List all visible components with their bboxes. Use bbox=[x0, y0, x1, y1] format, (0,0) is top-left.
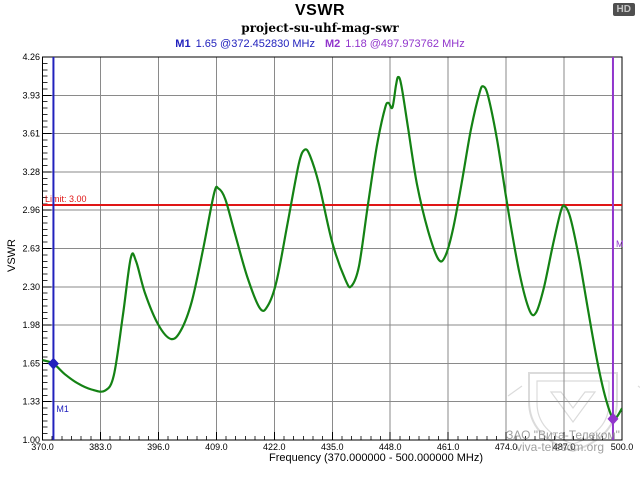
marker2-readout: M2 1.18 @497.973762 MHz bbox=[325, 38, 465, 50]
project-subtitle: project-su-uhf-mag-swr bbox=[241, 21, 399, 35]
vswr-trace bbox=[42, 75, 622, 422]
marker1-readout-value: 1.65 @372.452830 MHz bbox=[195, 38, 315, 50]
marker2-readout-label: M2 bbox=[325, 38, 341, 50]
marker-diamond-m2[interactable] bbox=[607, 412, 619, 425]
x-tick-label: 370.0 bbox=[31, 442, 54, 452]
limit-line-label: Limit: 3.00 bbox=[45, 194, 87, 204]
x-tick-label: 500.0 bbox=[611, 442, 634, 452]
x-tick-label: 474.0 bbox=[495, 442, 518, 452]
x-tick-label: 422.0 bbox=[263, 442, 286, 452]
y-tick-label: 1.65 bbox=[22, 358, 40, 368]
y-tick-label: 2.30 bbox=[22, 282, 40, 292]
y-tick-label: 1.00 bbox=[22, 435, 40, 445]
page-title: VSWR bbox=[295, 2, 345, 19]
marker-readout: M1 1.65 @372.452830 MHz M2 1.18 @497.973762… bbox=[0, 38, 640, 50]
marker-diamond-m1[interactable] bbox=[47, 357, 59, 370]
x-tick-label: 409.0 bbox=[205, 442, 228, 452]
plot-border bbox=[42, 56, 623, 441]
marker1-readout: M1 1.65 @372.452830 MHz bbox=[175, 38, 315, 50]
x-tick-label: 487.0 bbox=[553, 442, 576, 452]
marker1-readout-label: M1 bbox=[175, 38, 191, 50]
y-tick-label: 2.96 bbox=[22, 205, 40, 215]
x-tick-label: 383.0 bbox=[89, 442, 112, 452]
y-tick-label: 3.28 bbox=[22, 167, 40, 177]
y-tick-label: 1.98 bbox=[22, 320, 40, 330]
y-tick-label: 3.61 bbox=[22, 129, 40, 139]
watermark-company-text: ЗАО "Вита-Телеком" bbox=[506, 428, 620, 442]
y-axis-title: VSWR bbox=[6, 239, 18, 272]
hd-badge: HD bbox=[612, 3, 635, 16]
x-tick-label: 461.0 bbox=[437, 442, 460, 452]
y-tick-label: 1.33 bbox=[22, 397, 40, 407]
x-tick-label: 396.0 bbox=[147, 442, 170, 452]
x-tick-label: 448.0 bbox=[379, 442, 402, 452]
y-tick-label: 3.93 bbox=[22, 90, 40, 100]
x-tick-label: 435.0 bbox=[321, 442, 344, 452]
marker-label-m1: M1 bbox=[56, 404, 69, 414]
marker2-readout-value: 1.18 @497.973762 MHz bbox=[345, 38, 465, 50]
watermark-site-text: viva-telecom.org bbox=[515, 440, 605, 454]
marker-label-m2: M bbox=[616, 239, 624, 249]
y-tick-label: 4.26 bbox=[22, 52, 40, 62]
x-axis-title: Frequency (370.000000 - 500.000000 MHz) bbox=[268, 452, 484, 464]
y-tick-label: 2.63 bbox=[22, 244, 40, 254]
